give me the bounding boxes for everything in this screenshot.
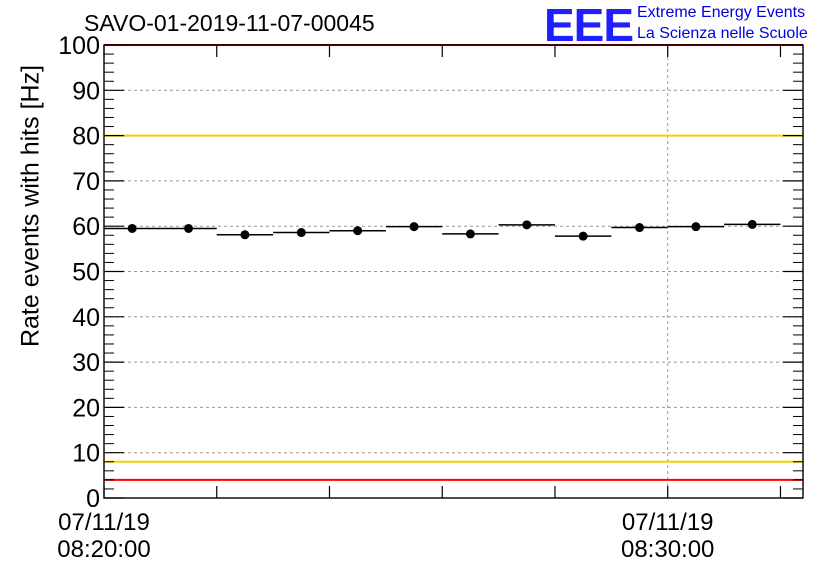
- data-point: [240, 230, 250, 240]
- y-tick-label: 90: [72, 77, 100, 105]
- y-tick-label: 0: [86, 485, 100, 513]
- data-point: [691, 222, 701, 232]
- data-point: [747, 219, 757, 229]
- y-tick-label: 30: [72, 349, 100, 377]
- x-tick-date: 07/11/19: [622, 509, 714, 536]
- data-point: [409, 222, 419, 232]
- plot-frame: [103, 44, 804, 499]
- data-points: [104, 219, 781, 241]
- eee-logo: EEE: [544, 0, 634, 51]
- data-point: [184, 223, 194, 233]
- x-tick-time: 08:20:00: [57, 536, 150, 563]
- data-point: [522, 220, 532, 230]
- data-point: [578, 231, 588, 241]
- chart-title: SAVO-01-2019-11-07-00045: [84, 10, 375, 36]
- y-tick-label: 70: [72, 168, 100, 196]
- y-tick-label: 20: [72, 394, 100, 422]
- data-point: [296, 228, 306, 238]
- grid-lines: [104, 45, 803, 498]
- y-axis-label: Rate events with hits [Hz]: [16, 64, 45, 348]
- logo-line-2: La Scienza nelle Scuole: [637, 25, 808, 42]
- x-tick-time: 08:30:00: [621, 536, 714, 563]
- data-point: [353, 226, 363, 236]
- x-tick-date: 07/11/19: [58, 509, 150, 536]
- data-point: [635, 223, 645, 233]
- y-tick-label: 100: [58, 32, 100, 60]
- data-point: [465, 229, 475, 239]
- y-tick-label: 80: [72, 123, 100, 151]
- reference-lines: [104, 44, 803, 481]
- y-tick-label: 50: [72, 259, 100, 287]
- y-tick-label: 10: [72, 440, 100, 468]
- y-tick-labels: 0 10 20 30 40 50 60 70 80 90 100: [58, 32, 100, 513]
- y-tick-label: 60: [72, 213, 100, 241]
- y-tick-label: 40: [72, 304, 100, 332]
- data-point: [127, 223, 137, 233]
- logo-line-1: Extreme Energy Events: [637, 4, 806, 21]
